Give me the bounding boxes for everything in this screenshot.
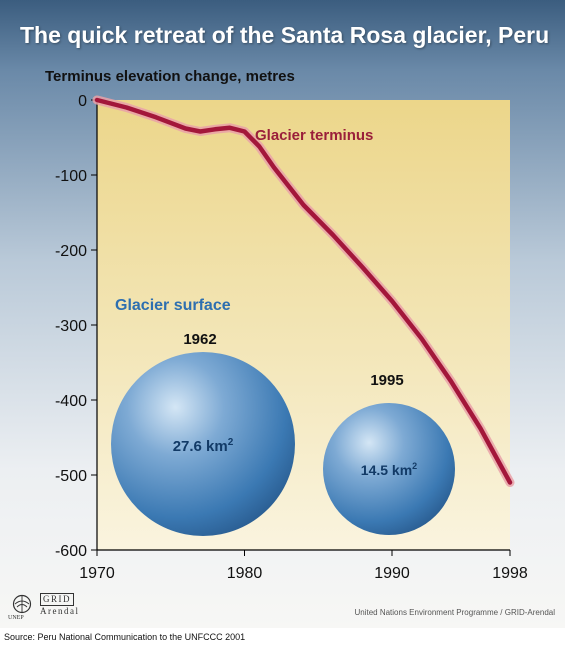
unep-credit: UNEP	[8, 615, 24, 621]
glacier-surface-heading: Glacier surface	[115, 297, 231, 314]
y-axis-label: Terminus elevation change, metres	[45, 68, 295, 85]
y-tick-label: -600	[55, 543, 87, 560]
y-tick-label: -300	[55, 318, 87, 335]
series-label: Glacier terminus	[255, 127, 373, 144]
series-layer	[92, 95, 515, 487]
y-tick-label: -400	[55, 393, 87, 410]
y-tick-label: 0	[78, 93, 87, 110]
x-tick-label: 1980	[227, 565, 263, 582]
x-tick-label: 1990	[374, 565, 410, 582]
y-tick-label: -500	[55, 468, 87, 485]
grid-logo-text: GRID	[40, 593, 74, 606]
bubble-1995: 1995 14.5 km2	[323, 372, 455, 535]
source-note: Source: Peru National Communication to t…	[4, 632, 246, 642]
grid-arendal-logo: GRID Arendal	[40, 593, 80, 617]
bubble-area-label: 14.5 km2	[361, 461, 417, 478]
series-line	[94, 97, 513, 485]
y-tick-label: -100	[55, 168, 87, 185]
bubble-1962: 1962 27.6 km2	[111, 331, 295, 536]
chart-title: The quick retreat of the Santa Rosa glac…	[20, 22, 550, 48]
y-ticks: 0 -100 -200 -300 -400 -500 -600	[55, 93, 97, 560]
bubble-sphere	[323, 403, 455, 535]
arendal-logo-text: Arendal	[40, 606, 80, 616]
x-tick-label: 1998	[492, 565, 528, 582]
unep-logo-icon	[12, 594, 32, 614]
bubble-sphere	[111, 352, 295, 536]
x-ticks: 1970 1980 1990 1998	[79, 550, 528, 582]
bubble-area-label: 27.6 km2	[173, 437, 234, 455]
bubble-year-label: 1962	[183, 331, 216, 348]
x-tick-label: 1970	[79, 565, 115, 582]
chart: 0-100-200-300-400-500-600 1970 1980 1990 19…	[45, 68, 528, 582]
publisher-credit: United Nations Environment Programme / G…	[354, 608, 555, 617]
bubble-year-label: 1995	[370, 372, 403, 389]
y-tick-label: -200	[55, 243, 87, 260]
